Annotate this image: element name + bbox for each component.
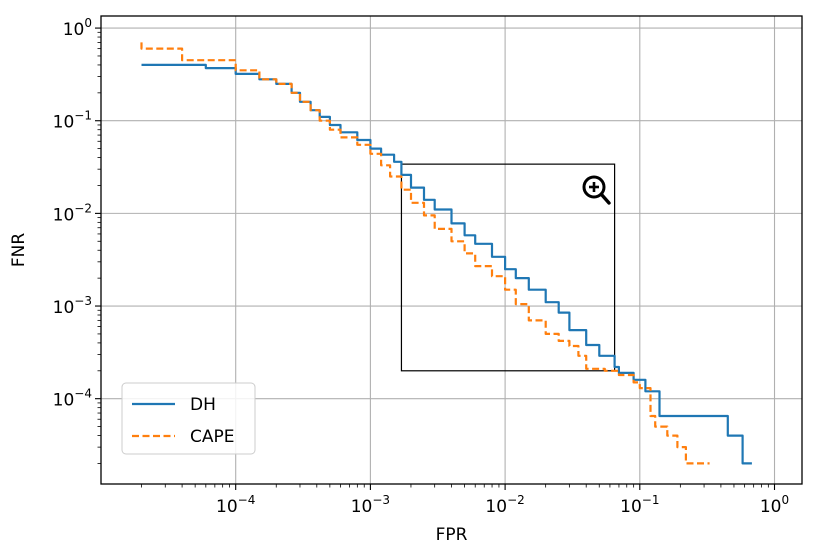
y-axis-ticks: 100 10−1 10−2 10−3 10−4: [53, 16, 101, 464]
grid-lines: [101, 16, 802, 484]
x-axis-label: FPR: [436, 525, 468, 545]
y-tick-label: 10−1: [53, 109, 92, 133]
y-tick-label: 10−3: [53, 294, 92, 318]
y-tick-label: 100: [63, 16, 92, 40]
x-tick-label: 10−3: [351, 493, 390, 517]
zoom-region[interactable]: [400, 163, 616, 372]
y-axis-label: FNR: [9, 233, 29, 267]
x-tick-label: 10−2: [485, 493, 524, 517]
zoom-in-icon[interactable]: [582, 175, 611, 205]
legend-box: [121, 382, 256, 455]
x-axis-ticks: 10−4 10−3 10−2 10−1 100: [141, 484, 789, 517]
series-layer: [140, 42, 752, 465]
y-tick-label: 10−4: [53, 387, 92, 411]
x-tick-label: 10−1: [620, 493, 659, 517]
legend-label-cape: CAPE: [190, 427, 235, 447]
x-tick-label: 10−4: [216, 493, 255, 517]
legend-label-dh: DH: [190, 395, 216, 415]
x-tick-label: 100: [760, 493, 789, 517]
zoom-box[interactable]: [400, 163, 616, 372]
y-tick-label: 10−2: [53, 201, 92, 225]
series-line-cape: [140, 42, 710, 465]
legend: DH CAPE: [121, 382, 256, 455]
